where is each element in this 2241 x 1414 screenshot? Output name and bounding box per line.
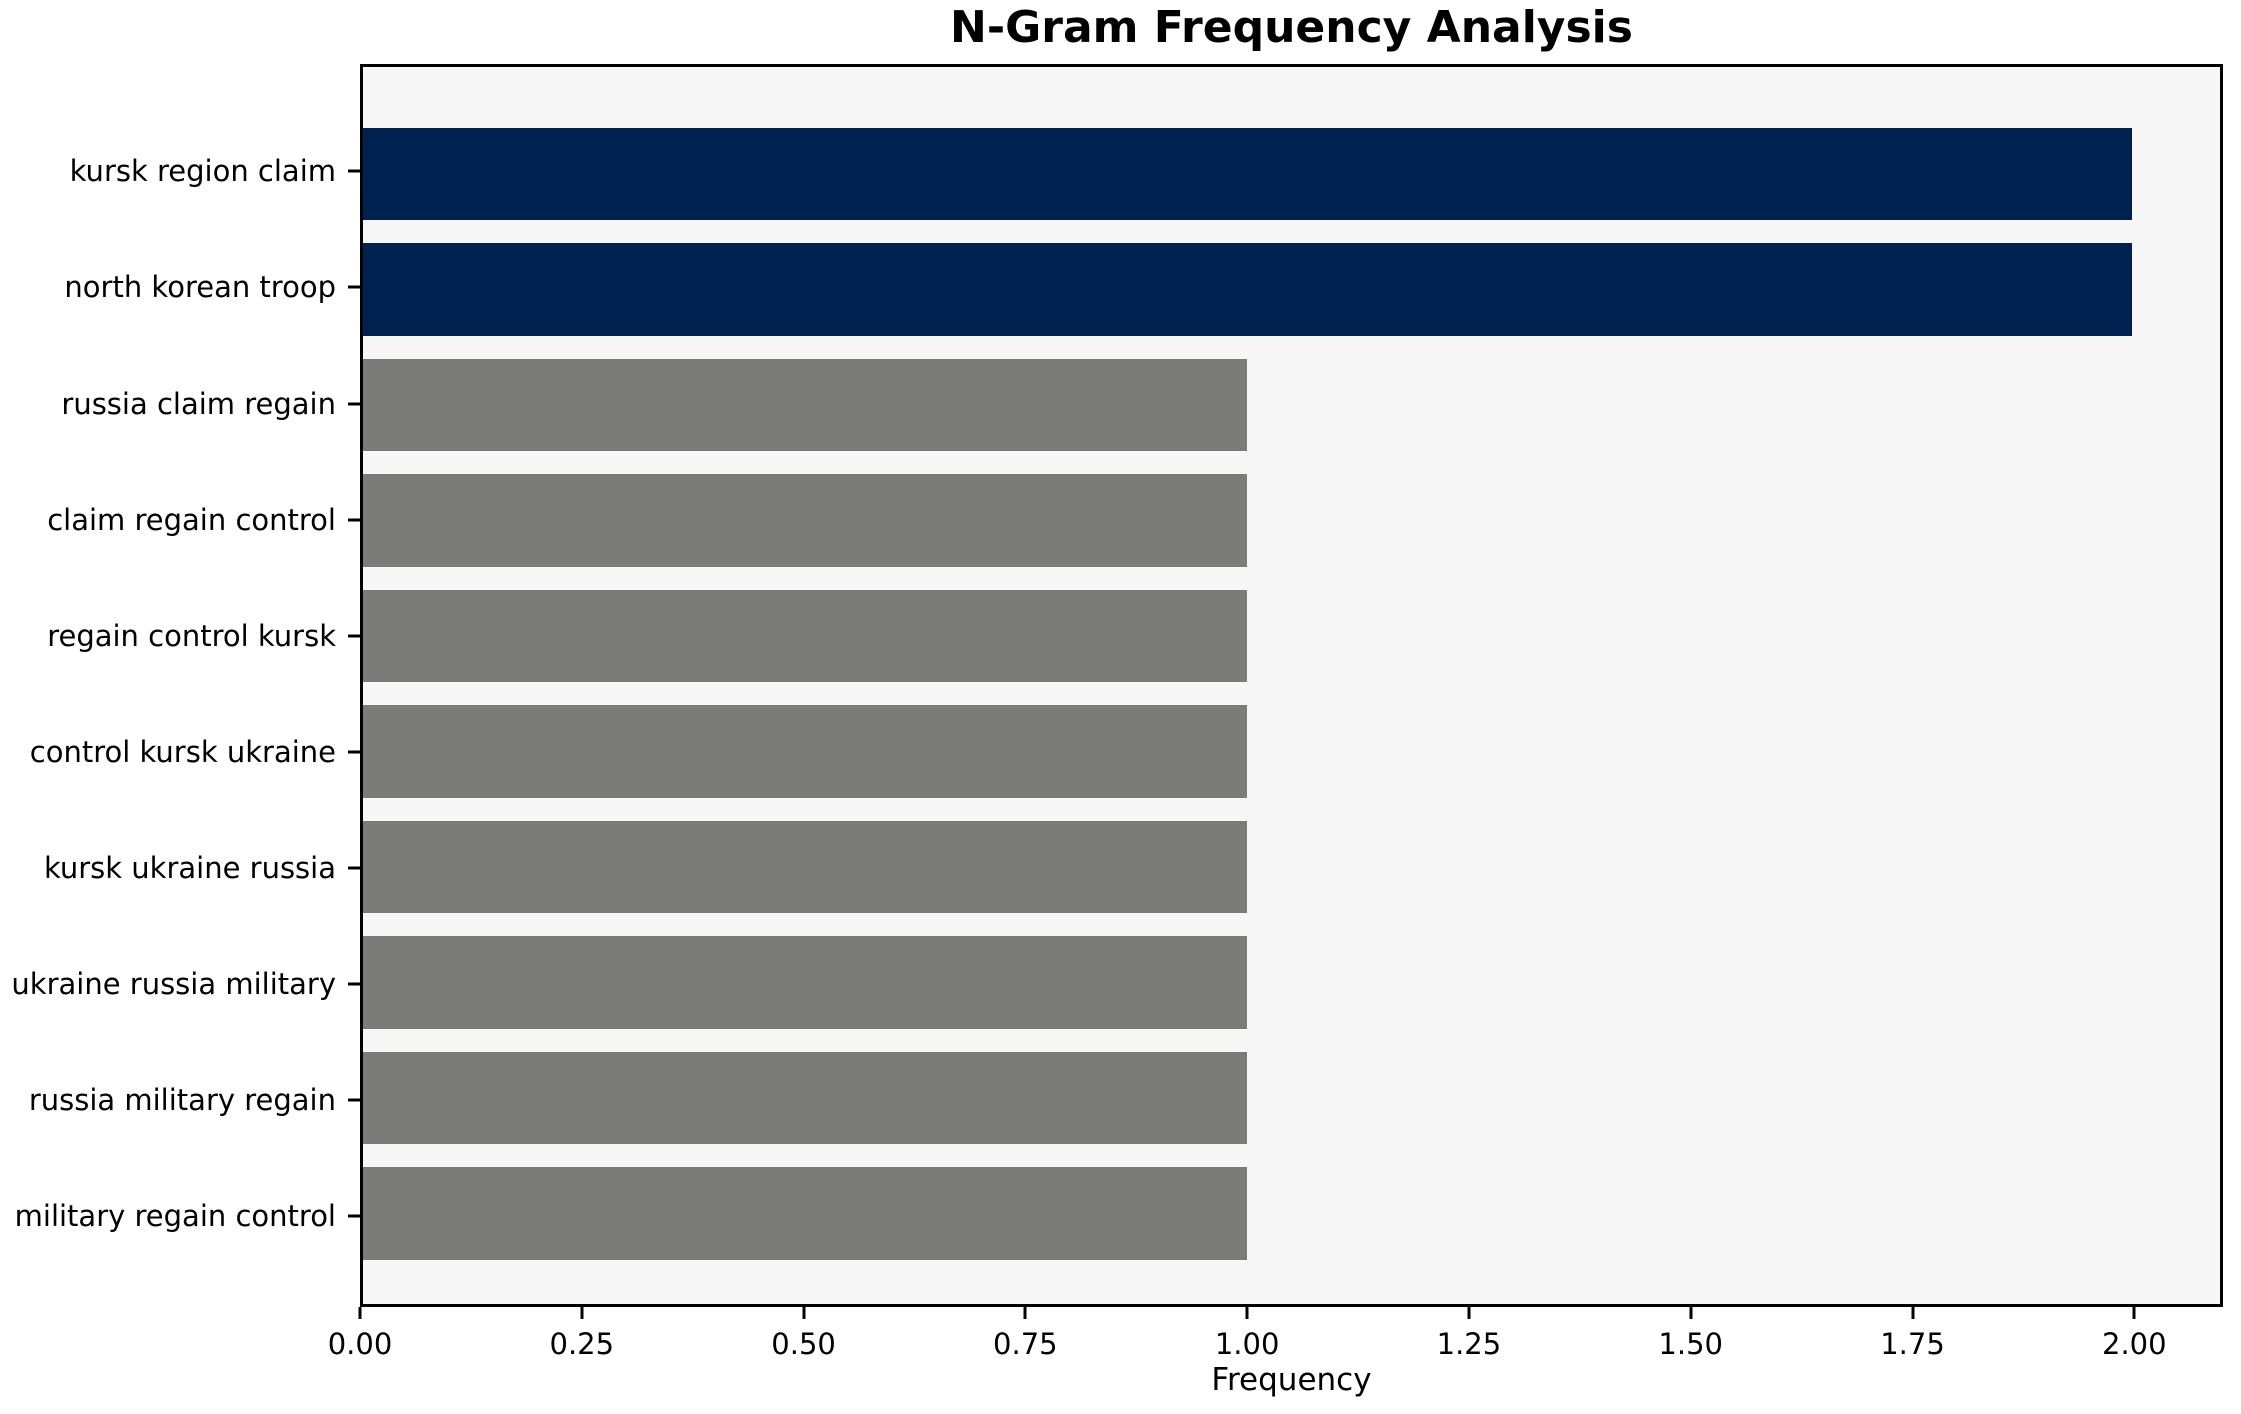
y-tick-label: control kursk ukraine (29, 734, 336, 769)
y-tick-label: russia military regain (28, 1082, 336, 1117)
bar-russia-military-regain (363, 1051, 1248, 1145)
y-tick-mark (348, 169, 360, 173)
x-tick-label: 2.00 (2101, 1327, 2167, 1361)
y-axis-labels: kursk region claim north korean troop russ… (0, 64, 336, 1307)
x-tick-label: 0.25 (549, 1327, 615, 1361)
y-tick-label: kursk region claim (69, 154, 336, 189)
x-tick-mark (2132, 1307, 2136, 1319)
y-tick-label: military regain control (14, 1198, 336, 1233)
bar-north-korean-troop (363, 243, 2132, 336)
x-tick-label: 1.75 (1880, 1327, 1945, 1361)
y-tick-label: ukraine russia military (11, 966, 336, 1001)
x-tick-mark (358, 1307, 362, 1319)
x-tick-label: 1.25 (1436, 1327, 1502, 1361)
x-tick-label: 1.50 (1658, 1327, 1723, 1361)
y-tick-label: north korean troop (64, 270, 336, 305)
bar-military-regain-control (363, 1167, 1248, 1260)
y-tick-mark (348, 750, 360, 754)
x-tick-label: 0.75 (993, 1327, 1058, 1361)
bar-regain-control-kursk (363, 589, 1248, 683)
x-tick-label: 0.50 (771, 1327, 836, 1361)
bar-claim-regain-control (363, 474, 1248, 567)
y-tick-mark (348, 1214, 360, 1218)
x-tick-mark (1467, 1307, 1471, 1319)
y-tick-mark (348, 518, 360, 522)
y-tick-mark (348, 285, 360, 289)
y-tick-label: kursk ukraine russia (43, 850, 336, 885)
x-tick-label: 1.00 (1214, 1327, 1280, 1361)
y-tick-label: claim regain control (47, 502, 336, 537)
x-tick-mark (580, 1307, 584, 1319)
x-tick-mark (1689, 1307, 1693, 1319)
x-tick-mark (1023, 1307, 1027, 1319)
x-tick-mark (1911, 1307, 1914, 1319)
plot-area (360, 64, 2223, 1307)
bar-control-kursk-ukraine (363, 705, 1248, 798)
x-axis-label: Frequency (1211, 1362, 1372, 1398)
y-tick-mark (348, 634, 360, 638)
y-tick-mark (348, 1098, 360, 1102)
x-tick-mark (802, 1307, 806, 1319)
bar-russia-claim-regain (363, 358, 1248, 452)
y-tick-label: regain control kursk (47, 618, 336, 653)
y-tick-mark (348, 866, 360, 870)
bar-kursk-region-claim (363, 127, 2132, 221)
y-tick-label: russia claim regain (61, 386, 336, 421)
bars-layer (363, 67, 2220, 1304)
y-tick-mark (348, 402, 360, 405)
y-tick-mark (348, 982, 360, 986)
x-tick-mark (1245, 1307, 1249, 1319)
x-tick-label: 0.00 (327, 1327, 393, 1361)
bar-ukraine-russia-military (363, 936, 1248, 1029)
bar-kursk-ukraine-russia (363, 820, 1248, 914)
chart-title: N-Gram Frequency Analysis (950, 2, 1633, 53)
x-axis-ticks: 0.00 0.25 0.50 0.75 1.00 1.25 1.50 1.75 2.00 (328, 1307, 2223, 1377)
